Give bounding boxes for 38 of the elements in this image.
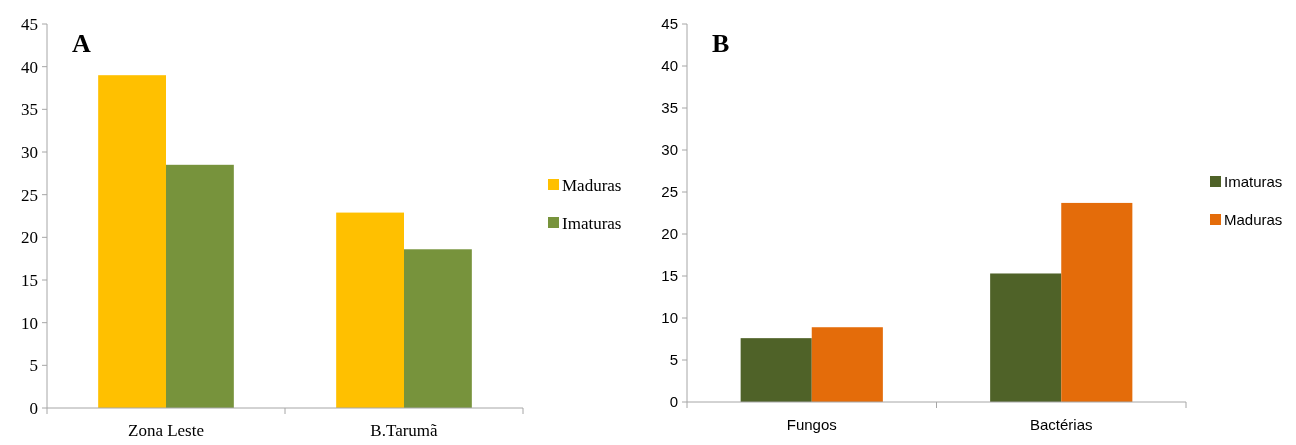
bar — [740, 338, 812, 402]
y-tick-label: 45 — [21, 14, 38, 34]
x-tick-label: Zona Leste — [128, 421, 204, 440]
bar — [98, 75, 166, 408]
y-tick-label: 35 — [661, 99, 678, 117]
y-tick-label: 45 — [661, 15, 678, 33]
y-tick-label: 40 — [661, 57, 678, 75]
y-tick-label: 15 — [661, 267, 678, 285]
bar — [404, 249, 472, 408]
bar — [990, 273, 1062, 402]
y-tick-label: 30 — [21, 142, 38, 162]
x-tick-label: Fungos — [786, 416, 837, 433]
legend-label: Maduras — [1224, 211, 1283, 229]
y-tick-label: 10 — [661, 309, 678, 327]
legend-label: Imaturas — [562, 213, 622, 233]
y-tick-label: 0 — [669, 393, 678, 411]
x-tick-label: B.Tarumã — [370, 421, 439, 440]
y-tick-label: 0 — [29, 398, 38, 418]
y-tick-label: 15 — [21, 270, 38, 290]
bar — [336, 212, 404, 408]
bar — [811, 327, 883, 402]
chart-title: A — [72, 29, 91, 58]
legend-label: Imaturas — [1224, 173, 1283, 191]
y-tick-label: 30 — [661, 141, 678, 159]
y-tick-label: 20 — [21, 228, 38, 248]
y-tick-label: 25 — [661, 183, 678, 201]
y-tick-label: 20 — [661, 225, 678, 243]
y-tick-label: 10 — [21, 313, 38, 333]
y-tick-label: 40 — [21, 57, 38, 77]
bar — [166, 164, 234, 408]
bar — [1061, 202, 1133, 402]
x-tick-label: Bactérias — [1029, 416, 1093, 433]
y-tick-label: 35 — [21, 100, 38, 120]
y-tick-label: 25 — [21, 185, 38, 205]
chart-title: B — [712, 29, 730, 58]
y-tick-label: 5 — [29, 356, 38, 376]
legend-label: Maduras — [562, 175, 622, 195]
y-tick-label: 5 — [669, 351, 678, 369]
